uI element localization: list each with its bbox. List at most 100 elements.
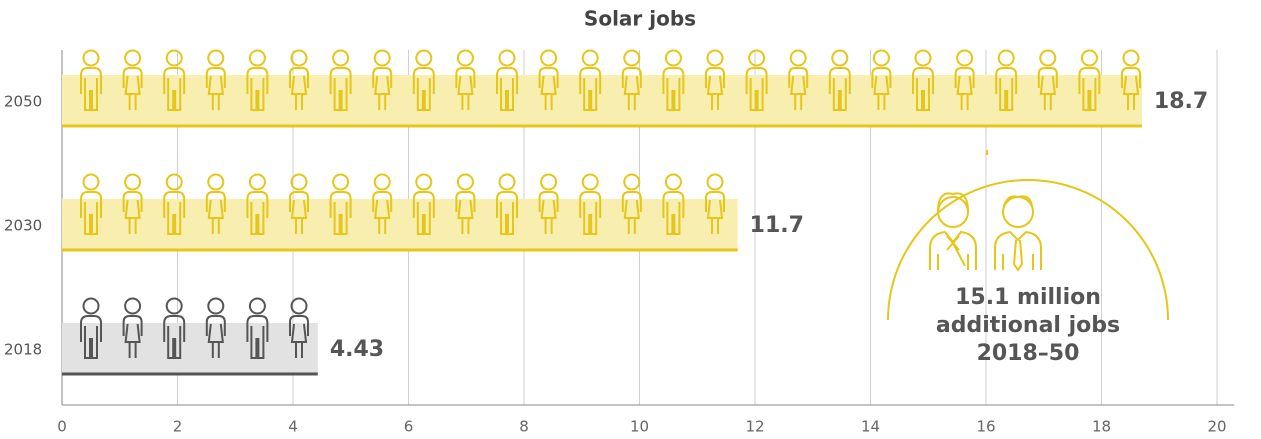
- icon-head: [1080, 49, 1098, 67]
- icon-body: [80, 315, 102, 359]
- icon-head: [456, 173, 474, 191]
- x-tick-label: 20: [1207, 418, 1226, 436]
- person-icon: [289, 173, 309, 234]
- icon-head: [373, 173, 391, 191]
- icon-body: [289, 67, 309, 110]
- icon-head: [540, 49, 558, 67]
- person-icon: [122, 49, 143, 110]
- icon-head: [332, 49, 350, 67]
- annotation-line: additional jobs: [936, 313, 1120, 338]
- icon-head: [207, 173, 225, 191]
- icon-head: [373, 49, 391, 67]
- icon-body: [455, 67, 476, 110]
- icon-head: [456, 49, 474, 67]
- x-tick-label: 12: [745, 418, 764, 436]
- icon-body: [745, 67, 768, 111]
- person-icon: [205, 49, 226, 110]
- person-icon: [538, 173, 559, 234]
- person-icon: [289, 49, 309, 110]
- icon-body: [246, 67, 269, 111]
- icon-head: [248, 173, 266, 191]
- icon-head: [82, 173, 100, 191]
- icon-head: [872, 49, 890, 67]
- icon-body: [329, 67, 352, 111]
- person-icon: [788, 49, 809, 110]
- icon-body: [496, 191, 518, 235]
- icon-head: [1122, 49, 1140, 67]
- annotation-line: 2018–50: [977, 341, 1080, 366]
- person-icon: [205, 297, 226, 358]
- icon-head: [748, 49, 766, 67]
- y-tick-label: 2050: [4, 93, 42, 111]
- person-icon: [705, 49, 725, 110]
- bar-group: [62, 173, 738, 252]
- icon-head: [581, 173, 599, 191]
- annotation-line: 15.1 million: [955, 285, 1101, 310]
- icon-head: [248, 297, 266, 315]
- icon-body: [621, 191, 642, 234]
- person-icon: [163, 297, 186, 359]
- icon-head: [124, 49, 142, 67]
- person-icon: [496, 173, 518, 235]
- person-icon: [246, 173, 269, 235]
- icon-body: [662, 67, 685, 111]
- person-icon: [1037, 49, 1058, 110]
- person-icon: [205, 173, 226, 234]
- icon-body: [496, 67, 518, 111]
- data-label: 18.7: [1154, 89, 1208, 114]
- person-icon: [289, 297, 309, 358]
- icon-body: [122, 191, 143, 234]
- icon-body: [163, 191, 186, 235]
- person-icon: [372, 173, 393, 234]
- person-icon: [455, 173, 476, 234]
- bar: [62, 323, 318, 373]
- icon-body: [1121, 67, 1141, 110]
- icon-head: [997, 49, 1015, 67]
- icon-body: [662, 191, 685, 235]
- person-icon: [372, 49, 393, 110]
- icon-body: [788, 67, 809, 110]
- icon-head: [831, 49, 849, 67]
- icon-body: [412, 67, 435, 111]
- person-icon: [705, 173, 725, 234]
- person-icon: [1121, 49, 1141, 110]
- icon-body: [163, 67, 186, 111]
- person-icon: [579, 173, 602, 235]
- person-icon: [912, 49, 934, 111]
- person-icon: [163, 49, 186, 111]
- person-icon: [163, 173, 186, 235]
- icon-body: [246, 191, 269, 235]
- icon-head: [290, 49, 308, 67]
- icon-head: [124, 297, 142, 315]
- icon-head: [165, 173, 183, 191]
- icon-body: [122, 67, 143, 110]
- person-icon: [329, 173, 352, 235]
- bar-group: [62, 49, 1142, 128]
- person-icon: [621, 173, 642, 234]
- icon-body: [1037, 67, 1058, 110]
- icon-head: [415, 49, 433, 67]
- person-icon: [538, 49, 559, 110]
- person-icon: [412, 49, 435, 111]
- y-tick-label: 2030: [4, 217, 42, 235]
- person-icon: [871, 49, 892, 110]
- data-label: 4.43: [330, 337, 384, 362]
- icon-head: [498, 173, 516, 191]
- person-icon: [954, 49, 975, 110]
- icon-body: [579, 67, 602, 111]
- icon-head: [664, 49, 682, 67]
- icon-body: [163, 315, 186, 359]
- x-tick-label: 16: [976, 418, 995, 436]
- person-icon: [329, 49, 352, 111]
- icon-body: [205, 67, 226, 110]
- y-tick-label: 2018: [4, 341, 42, 359]
- icon-head: [498, 49, 516, 67]
- person-icon: [621, 49, 642, 110]
- icon-head: [789, 49, 807, 67]
- icon-body: [455, 191, 476, 234]
- icon-body: [621, 67, 642, 110]
- icon-body: [538, 67, 559, 110]
- icon-body: [954, 67, 975, 110]
- icon-body: [205, 191, 226, 234]
